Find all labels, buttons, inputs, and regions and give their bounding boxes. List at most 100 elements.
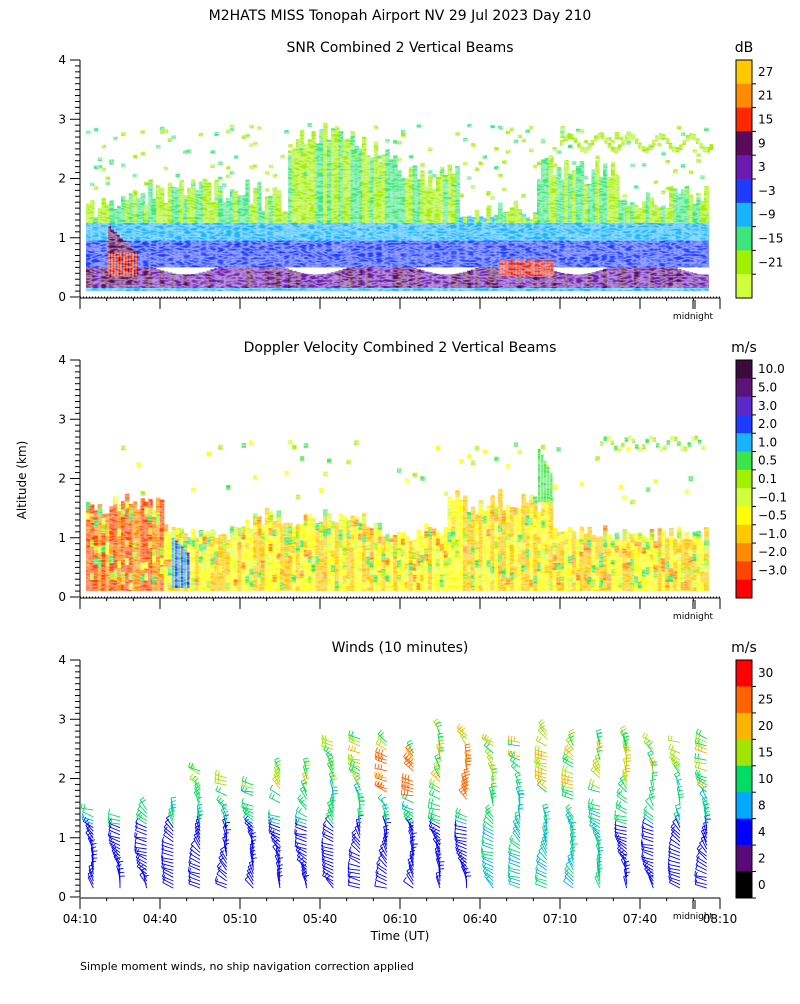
wind-barb-flag [596, 757, 601, 759]
wind-barb-shaft [297, 856, 306, 864]
colorbar-swatch [736, 250, 752, 274]
wind-barb-flag [465, 747, 470, 748]
snr-texture [86, 60, 708, 294]
wind-barb-flag [376, 739, 378, 743]
colorbar-swatch [736, 872, 752, 899]
colorbar-swatch [736, 660, 752, 687]
wind-barb-flag [591, 799, 592, 804]
wind-barb-flag [82, 812, 83, 817]
wind-barb-shaft [696, 733, 707, 739]
wind-barb-flag [215, 770, 216, 775]
wind-barb-flag [431, 804, 432, 809]
wind-barb-flag [215, 876, 217, 881]
wind-barb-shaft [695, 884, 706, 888]
wind-barb-shaft [508, 744, 520, 746]
wind-barb-flag [695, 871, 696, 876]
wind-barb-flag [432, 799, 434, 804]
wind-barb-flag [349, 765, 351, 770]
wind-barb-shaft [245, 879, 253, 888]
wind-barb-flag [589, 779, 591, 783]
wind-barb-shaft [135, 842, 147, 845]
wind-barb-flag [191, 841, 194, 845]
wind-barb-shaft [191, 845, 200, 853]
colorbar-swatch [736, 131, 752, 155]
winds-panel-title: Winds (10 minutes) [332, 640, 469, 656]
colorbar-label: 2.0 [758, 417, 777, 431]
wind-barb-flag [542, 781, 545, 785]
colorbar-label: −3 [758, 184, 776, 198]
wind-barb-flag [567, 747, 570, 751]
wind-barb-flag [278, 865, 283, 866]
colorbar-swatch [736, 819, 752, 846]
wind-barb-flag [91, 861, 96, 862]
wind-barb-flag [672, 751, 675, 755]
doppler-texture [86, 360, 708, 594]
wind-barb-flag [545, 812, 550, 813]
wind-barb-flag [487, 807, 491, 810]
wind-barb-flag [519, 793, 524, 794]
x-tick-label: 05:40 [303, 912, 338, 926]
wind-barb-flag [437, 761, 442, 762]
wind-barb-flag [378, 753, 379, 758]
footnote: Simple moment winds, no ship navigation … [80, 960, 414, 973]
wind-barb-flag [538, 746, 539, 751]
wind-barb-flag [439, 740, 444, 741]
wind-barb-flag [566, 804, 570, 807]
wind-barb-flag [676, 775, 680, 777]
wind-barb-flag [434, 719, 438, 722]
doppler-panel-title: Doppler Velocity Combined 2 Vertical Bea… [244, 340, 557, 356]
wind-barb-shaft [652, 773, 653, 785]
x-tick-label: 05:10 [223, 912, 258, 926]
wind-barb-flag [378, 748, 380, 753]
wind-barb-flag [432, 809, 434, 814]
colorbar-swatch [736, 155, 752, 179]
wind-barb-shaft [668, 860, 680, 863]
y-tick-label: 2 [58, 172, 66, 186]
wind-barb-flag [219, 787, 221, 792]
y-tick-label: 1 [58, 231, 66, 245]
colorbar-label: 4 [758, 825, 766, 839]
wind-barb-shaft [669, 856, 680, 860]
colorbar-label: 0.1 [758, 472, 777, 486]
wind-barb-flag [677, 786, 682, 787]
wind-barb-flag [508, 871, 509, 876]
colorbar-swatch [736, 686, 752, 713]
x-tick-label: 08:10 [703, 912, 738, 926]
wind-barb-flag [348, 754, 349, 759]
colorbar-label: −3.0 [758, 564, 787, 578]
wind-barb-flag [486, 805, 490, 808]
wind-barb-flag [136, 818, 138, 823]
y-tick-label: 1 [58, 831, 66, 845]
wind-barb-shaft [509, 859, 520, 863]
wind-barb-shaft [215, 783, 227, 785]
wind-barb-flag [621, 726, 625, 729]
wind-barb-flag [482, 734, 484, 739]
wind-barb-shaft [455, 833, 467, 835]
wind-barb-shaft [563, 761, 573, 767]
colorbar-swatch [736, 378, 752, 397]
wind-barb-flag [671, 736, 672, 741]
wind-barb-flag [592, 780, 594, 784]
wind-barb-shaft [322, 843, 334, 846]
wind-barb-flag [645, 798, 649, 801]
y-tick-label: 3 [58, 412, 66, 426]
wind-barb-flag [695, 738, 696, 743]
wind-barb-flag [306, 765, 311, 766]
doppler-field [86, 360, 709, 594]
wind-barb-shaft [137, 818, 147, 825]
wind-barb-flag [535, 873, 536, 878]
winds-panel: Winds (10 minutes) m/s 01234midnight04:1… [58, 640, 773, 926]
colorbar-label: −15 [758, 232, 783, 246]
wind-barb-flag [108, 831, 109, 836]
y-tick-label: 0 [58, 290, 66, 304]
wind-barb-flag [378, 764, 379, 769]
wind-barb-flag [108, 809, 109, 814]
y-tick-label: 4 [58, 353, 66, 367]
colorbar-swatch [736, 415, 752, 434]
wind-barb-shaft [562, 769, 573, 774]
wind-barb-flag [675, 804, 680, 806]
wind-barb-flag [330, 797, 335, 798]
wind-barb-flag [669, 744, 671, 749]
